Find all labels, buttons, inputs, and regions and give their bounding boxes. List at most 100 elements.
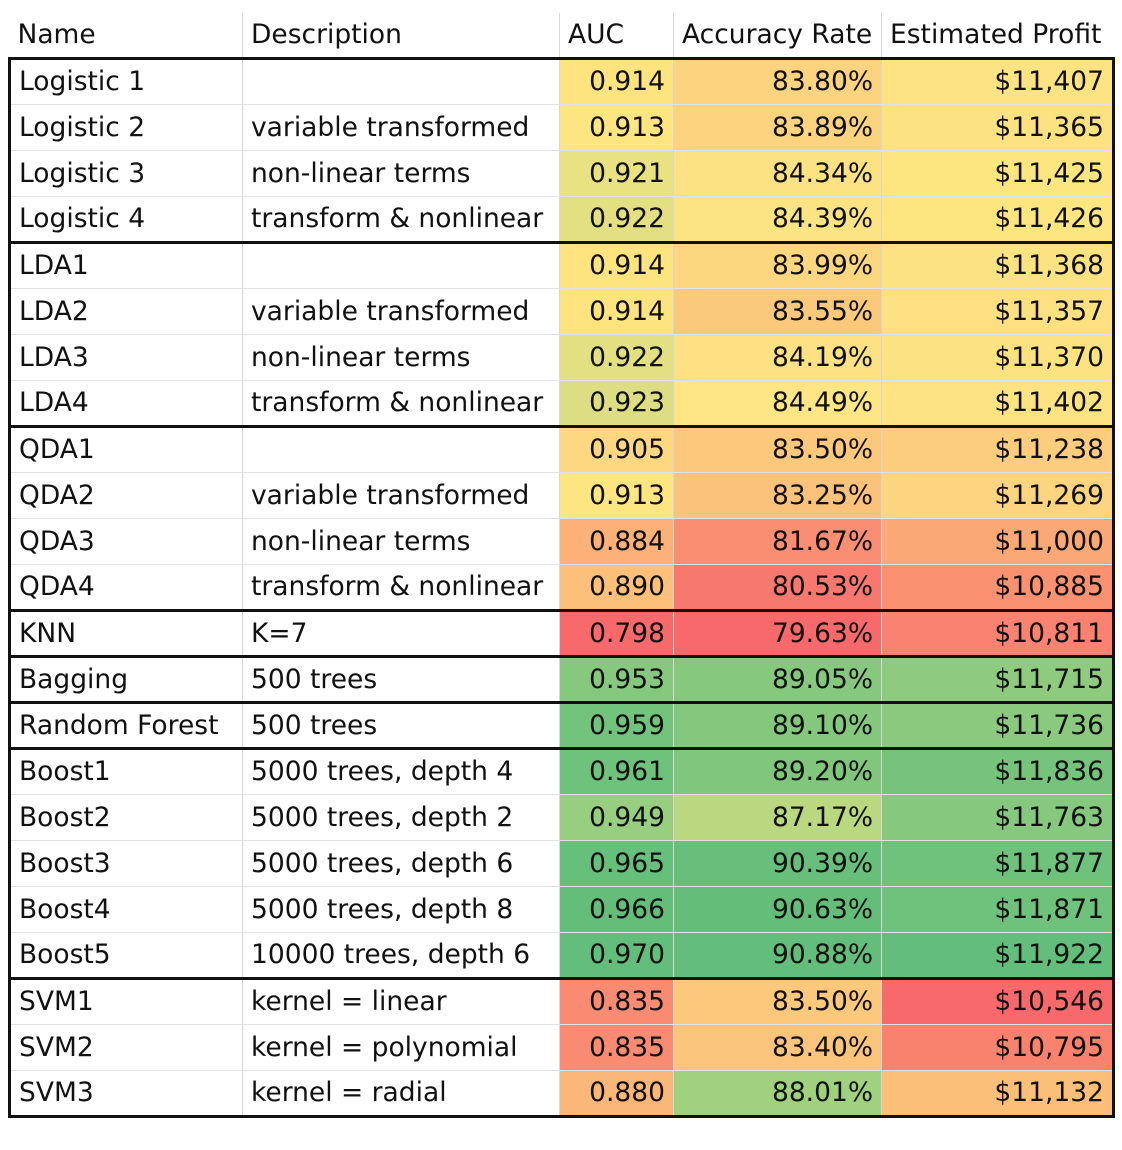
cell-estimated-profit[interactable]: $11,871 bbox=[881, 886, 1115, 933]
cell-estimated-profit[interactable]: $10,885 bbox=[881, 564, 1115, 612]
cell-auc[interactable]: 0.970 bbox=[559, 932, 674, 980]
cell-name[interactable]: SVM2 bbox=[8, 1024, 243, 1071]
cell-name[interactable]: Logistic 3 bbox=[8, 150, 243, 197]
cell-description[interactable]: non-linear terms bbox=[242, 150, 560, 197]
cell-accuracy-rate[interactable]: 89.20% bbox=[673, 748, 882, 795]
cell-accuracy-rate[interactable]: 83.50% bbox=[673, 978, 882, 1025]
cell-auc[interactable]: 0.913 bbox=[559, 104, 674, 151]
cell-description[interactable] bbox=[242, 242, 560, 289]
cell-name[interactable]: QDA2 bbox=[8, 472, 243, 519]
cell-estimated-profit[interactable]: $11,407 bbox=[881, 58, 1115, 105]
header-description[interactable]: Description bbox=[242, 13, 560, 60]
cell-auc[interactable]: 0.922 bbox=[559, 334, 674, 381]
cell-description[interactable]: kernel = radial bbox=[242, 1070, 560, 1118]
cell-description[interactable]: variable transformed bbox=[242, 288, 560, 335]
cell-accuracy-rate[interactable]: 80.53% bbox=[673, 564, 882, 612]
cell-name[interactable]: Boost1 bbox=[8, 748, 243, 795]
cell-description[interactable]: 10000 trees, depth 6 bbox=[242, 932, 560, 980]
cell-estimated-profit[interactable]: $11,922 bbox=[881, 932, 1115, 980]
cell-estimated-profit[interactable]: $11,736 bbox=[881, 702, 1115, 750]
cell-estimated-profit[interactable]: $11,000 bbox=[881, 518, 1115, 565]
cell-auc[interactable]: 0.914 bbox=[559, 242, 674, 289]
cell-accuracy-rate[interactable]: 87.17% bbox=[673, 794, 882, 841]
cell-name[interactable]: Logistic 2 bbox=[8, 104, 243, 151]
cell-estimated-profit[interactable]: $11,238 bbox=[881, 426, 1115, 473]
cell-estimated-profit[interactable]: $11,426 bbox=[881, 196, 1115, 244]
cell-auc[interactable]: 0.922 bbox=[559, 196, 674, 244]
cell-accuracy-rate[interactable]: 89.05% bbox=[673, 656, 882, 704]
cell-description[interactable]: 5000 trees, depth 6 bbox=[242, 840, 560, 887]
cell-accuracy-rate[interactable]: 84.19% bbox=[673, 334, 882, 381]
cell-description[interactable] bbox=[242, 426, 560, 473]
cell-estimated-profit[interactable]: $11,269 bbox=[881, 472, 1115, 519]
cell-estimated-profit[interactable]: $11,357 bbox=[881, 288, 1115, 335]
cell-auc[interactable]: 0.921 bbox=[559, 150, 674, 197]
cell-auc[interactable]: 0.905 bbox=[559, 426, 674, 473]
cell-name[interactable]: Logistic 1 bbox=[8, 58, 243, 105]
cell-accuracy-rate[interactable]: 89.10% bbox=[673, 702, 882, 750]
cell-description[interactable]: K=7 bbox=[242, 610, 560, 658]
cell-name[interactable]: LDA2 bbox=[8, 288, 243, 335]
cell-estimated-profit[interactable]: $11,370 bbox=[881, 334, 1115, 381]
cell-name[interactable]: LDA4 bbox=[8, 380, 243, 428]
cell-auc[interactable]: 0.949 bbox=[559, 794, 674, 841]
cell-estimated-profit[interactable]: $11,836 bbox=[881, 748, 1115, 795]
cell-description[interactable]: kernel = polynomial bbox=[242, 1024, 560, 1071]
cell-accuracy-rate[interactable]: 83.25% bbox=[673, 472, 882, 519]
cell-name[interactable]: LDA3 bbox=[8, 334, 243, 381]
cell-name[interactable]: KNN bbox=[8, 610, 243, 658]
cell-accuracy-rate[interactable]: 88.01% bbox=[673, 1070, 882, 1118]
cell-name[interactable]: QDA1 bbox=[8, 426, 243, 473]
header-estimated-profit[interactable]: Estimated Profit bbox=[881, 13, 1114, 60]
cell-auc[interactable]: 0.961 bbox=[559, 748, 674, 795]
cell-description[interactable]: 5000 trees, depth 4 bbox=[242, 748, 560, 795]
cell-name[interactable]: QDA3 bbox=[8, 518, 243, 565]
cell-description[interactable]: 500 trees bbox=[242, 702, 560, 750]
cell-auc[interactable]: 0.835 bbox=[559, 978, 674, 1025]
cell-name[interactable]: QDA4 bbox=[8, 564, 243, 612]
cell-name[interactable]: Bagging bbox=[8, 656, 243, 704]
cell-description[interactable] bbox=[242, 58, 560, 105]
cell-description[interactable]: 500 trees bbox=[242, 656, 560, 704]
cell-accuracy-rate[interactable]: 90.39% bbox=[673, 840, 882, 887]
cell-description[interactable]: kernel = linear bbox=[242, 978, 560, 1025]
cell-name[interactable]: Boost5 bbox=[8, 932, 243, 980]
cell-estimated-profit[interactable]: $11,132 bbox=[881, 1070, 1115, 1118]
cell-name[interactable]: SVM3 bbox=[8, 1070, 243, 1118]
cell-description[interactable]: variable transformed bbox=[242, 104, 560, 151]
header-auc[interactable]: AUC bbox=[559, 13, 674, 60]
cell-auc[interactable]: 0.913 bbox=[559, 472, 674, 519]
cell-description[interactable]: variable transformed bbox=[242, 472, 560, 519]
cell-auc[interactable]: 0.923 bbox=[559, 380, 674, 428]
cell-estimated-profit[interactable]: $11,368 bbox=[881, 242, 1115, 289]
cell-estimated-profit[interactable]: $10,795 bbox=[881, 1024, 1115, 1071]
cell-name[interactable]: Boost4 bbox=[8, 886, 243, 933]
cell-accuracy-rate[interactable]: 83.89% bbox=[673, 104, 882, 151]
cell-accuracy-rate[interactable]: 83.99% bbox=[673, 242, 882, 289]
cell-description[interactable]: non-linear terms bbox=[242, 518, 560, 565]
cell-estimated-profit[interactable]: $10,811 bbox=[881, 610, 1115, 658]
cell-description[interactable]: transform & nonlinear bbox=[242, 380, 560, 428]
cell-accuracy-rate[interactable]: 83.40% bbox=[673, 1024, 882, 1071]
cell-estimated-profit[interactable]: $11,877 bbox=[881, 840, 1115, 887]
cell-auc[interactable]: 0.884 bbox=[559, 518, 674, 565]
cell-auc[interactable]: 0.966 bbox=[559, 886, 674, 933]
header-name[interactable]: Name bbox=[9, 13, 243, 60]
cell-description[interactable]: transform & nonlinear bbox=[242, 196, 560, 244]
cell-auc[interactable]: 0.880 bbox=[559, 1070, 674, 1118]
header-accuracy-rate[interactable]: Accuracy Rate bbox=[673, 13, 882, 60]
cell-auc[interactable]: 0.959 bbox=[559, 702, 674, 750]
cell-accuracy-rate[interactable]: 84.49% bbox=[673, 380, 882, 428]
cell-auc[interactable]: 0.953 bbox=[559, 656, 674, 704]
cell-accuracy-rate[interactable]: 79.63% bbox=[673, 610, 882, 658]
cell-estimated-profit[interactable]: $11,715 bbox=[881, 656, 1115, 704]
cell-auc[interactable]: 0.798 bbox=[559, 610, 674, 658]
cell-auc[interactable]: 0.890 bbox=[559, 564, 674, 612]
cell-name[interactable]: Boost3 bbox=[8, 840, 243, 887]
cell-accuracy-rate[interactable]: 84.34% bbox=[673, 150, 882, 197]
cell-description[interactable]: non-linear terms bbox=[242, 334, 560, 381]
cell-name[interactable]: Random Forest bbox=[8, 702, 243, 750]
cell-description[interactable]: transform & nonlinear bbox=[242, 564, 560, 612]
cell-description[interactable]: 5000 trees, depth 2 bbox=[242, 794, 560, 841]
cell-accuracy-rate[interactable]: 83.80% bbox=[673, 58, 882, 105]
